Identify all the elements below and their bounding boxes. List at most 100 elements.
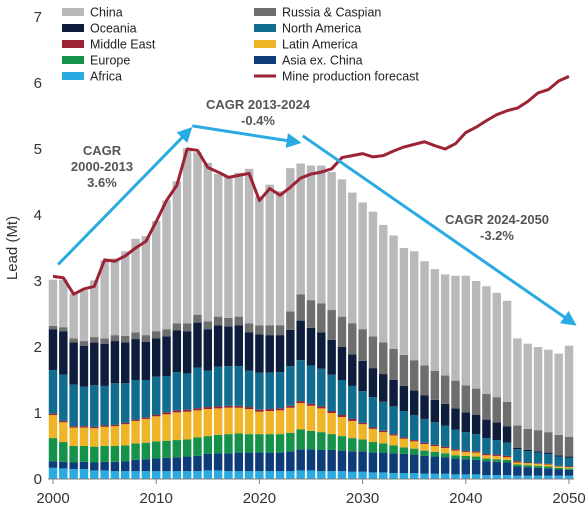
bar-segment-oceania-2033 <box>389 380 398 407</box>
bar-segment-oceania-2002 <box>69 342 78 385</box>
bar-segment-europe-2016 <box>213 434 223 454</box>
bar-segment-middle-east-2046 <box>523 462 532 464</box>
bar-segment-africa-2000 <box>48 467 58 479</box>
bar-segment-latin-america-2047 <box>533 463 543 466</box>
bar-segment-north-america-2050 <box>564 457 574 467</box>
bar-segment-north-america-2028 <box>337 380 347 415</box>
bar-segment-north-america-2041 <box>471 434 481 452</box>
bar-segment-latin-america-2010 <box>151 416 161 442</box>
bar-segment-asia-ex-china-2014 <box>193 455 202 472</box>
bar-segment-oceania-2007 <box>121 342 130 384</box>
bar-segment-middle-east-2010 <box>151 414 161 417</box>
bar-segment-asia-ex-china-2016 <box>213 453 223 471</box>
bar-segment-russia-and-caspian-2025 <box>306 300 316 328</box>
bar-segment-china-2044 <box>502 300 512 402</box>
bar-segment-asia-ex-china-2022 <box>275 452 285 472</box>
bar-segment-africa-2048 <box>544 475 553 479</box>
bar-segment-asia-ex-china-2003 <box>79 461 89 470</box>
bar-segment-africa-2002 <box>69 469 78 479</box>
bar-segment-asia-ex-china-2031 <box>368 452 378 473</box>
bar-segment-oceania-2049 <box>554 455 563 457</box>
bar-segment-africa-2011 <box>162 471 171 479</box>
bar-segment-russia-and-caspian-2013 <box>182 323 192 332</box>
bar-segment-europe-2025 <box>306 430 316 450</box>
bar-segment-europe-2006 <box>110 446 120 462</box>
bar-segment-middle-east-2042 <box>482 453 491 456</box>
bar-segment-latin-america-2023 <box>286 407 295 433</box>
bar-segment-china-2009 <box>141 236 151 336</box>
bar-segment-asia-ex-china-2006 <box>110 461 120 472</box>
bar-segment-oceania-2009 <box>141 341 151 380</box>
bar-segment-asia-ex-china-2026 <box>317 449 326 472</box>
bar-segment-oceania-2017 <box>224 326 233 367</box>
bar-segment-africa-2041 <box>471 474 481 479</box>
legend-swatch-europe <box>62 56 84 64</box>
y-tick-labels: 0 1 2 3 4 5 6 7 <box>34 9 42 488</box>
bar-segment-europe-2042 <box>482 458 491 462</box>
legend-label-africa: Africa <box>90 70 122 84</box>
bar-segment-north-america-2007 <box>121 383 130 423</box>
bar-segment-asia-ex-china-2021 <box>265 452 274 472</box>
bar-segment-middle-east-2014 <box>193 408 202 411</box>
bar-segment-north-america-2031 <box>368 397 378 428</box>
bar-segment-north-america-2045 <box>513 449 522 462</box>
bar-segment-latin-america-2042 <box>482 455 491 459</box>
bar-segment-russia-and-caspian-2018 <box>234 316 243 326</box>
bar-segment-oceania-2024 <box>296 320 305 361</box>
bar-segment-china-2041 <box>471 281 481 389</box>
bar-segment-china-2037 <box>430 269 440 371</box>
bar-segment-oceania-2004 <box>90 342 99 386</box>
bar-segment-latin-america-2024 <box>296 403 305 430</box>
bar-segment-latin-america-2029 <box>348 420 357 439</box>
bar-segment-middle-east-2028 <box>337 414 347 417</box>
bar-segment-latin-america-2008 <box>131 420 140 444</box>
bar-segment-china-2034 <box>399 248 409 355</box>
bar-segment-china-2042 <box>482 286 491 394</box>
bar-segment-asia-ex-china-2036 <box>420 455 429 474</box>
bar-segment-asia-ex-china-2044 <box>502 462 512 476</box>
bar-segment-middle-east-2024 <box>296 401 305 404</box>
bar-segment-asia-ex-china-2034 <box>399 453 409 474</box>
bar-segment-russia-and-caspian-2009 <box>141 335 151 342</box>
bar-segment-north-america-2015 <box>203 370 213 408</box>
bar-segment-latin-america-2018 <box>234 407 243 434</box>
bar-segment-europe-2026 <box>317 432 326 450</box>
bar-segment-north-america-2018 <box>234 366 243 406</box>
bar-segment-north-america-2006 <box>110 383 120 425</box>
bar-segment-latin-america-2021 <box>265 411 274 435</box>
bar-segment-russia-and-caspian-2020 <box>255 325 264 335</box>
bar-segment-europe-2038 <box>440 453 450 458</box>
bar-segment-asia-ex-china-2030 <box>358 451 367 472</box>
bar-segment-europe-2005 <box>100 446 109 462</box>
bar-segment-middle-east-2020 <box>255 409 264 412</box>
bar-segment-europe-2031 <box>368 442 378 453</box>
bar-segment-middle-east-2007 <box>121 422 130 425</box>
bar-segment-latin-america-2028 <box>337 416 347 437</box>
bar-segment-latin-america-2032 <box>379 432 388 444</box>
bar-segment-europe-2046 <box>523 465 532 468</box>
bar-segment-asia-ex-china-2038 <box>440 457 450 474</box>
bar-segment-north-america-2014 <box>193 367 202 409</box>
bar-segment-middle-east-2016 <box>213 406 223 409</box>
bar-segment-north-america-2048 <box>544 453 553 464</box>
bar-segment-latin-america-2020 <box>255 411 264 435</box>
bar-segment-oceania-2046 <box>523 449 532 452</box>
bar-segment-china-2022 <box>275 191 285 326</box>
bar-segment-north-america-2020 <box>255 372 264 410</box>
annotation-text: 2000-2013 <box>71 159 133 174</box>
legend-label-china: China <box>90 6 123 20</box>
bar-segment-latin-america-2048 <box>544 464 553 467</box>
bar-segment-russia-and-caspian-2022 <box>275 325 285 336</box>
bar-segment-north-america-2040 <box>461 432 471 451</box>
bar-segment-latin-america-2000 <box>48 414 58 439</box>
bar-segment-russia-and-caspian-2003 <box>79 341 89 346</box>
bar-segment-north-america-2037 <box>430 422 440 445</box>
bar-segment-china-2005 <box>100 260 109 339</box>
bar-segment-asia-ex-china-2042 <box>482 461 491 476</box>
bar-segment-china-2038 <box>440 274 450 376</box>
bar-segment-oceania-2013 <box>182 331 192 374</box>
bar-segment-oceania-2035 <box>409 390 419 415</box>
bar-segment-oceania-2042 <box>482 419 491 439</box>
bar-segment-africa-2042 <box>482 475 491 479</box>
